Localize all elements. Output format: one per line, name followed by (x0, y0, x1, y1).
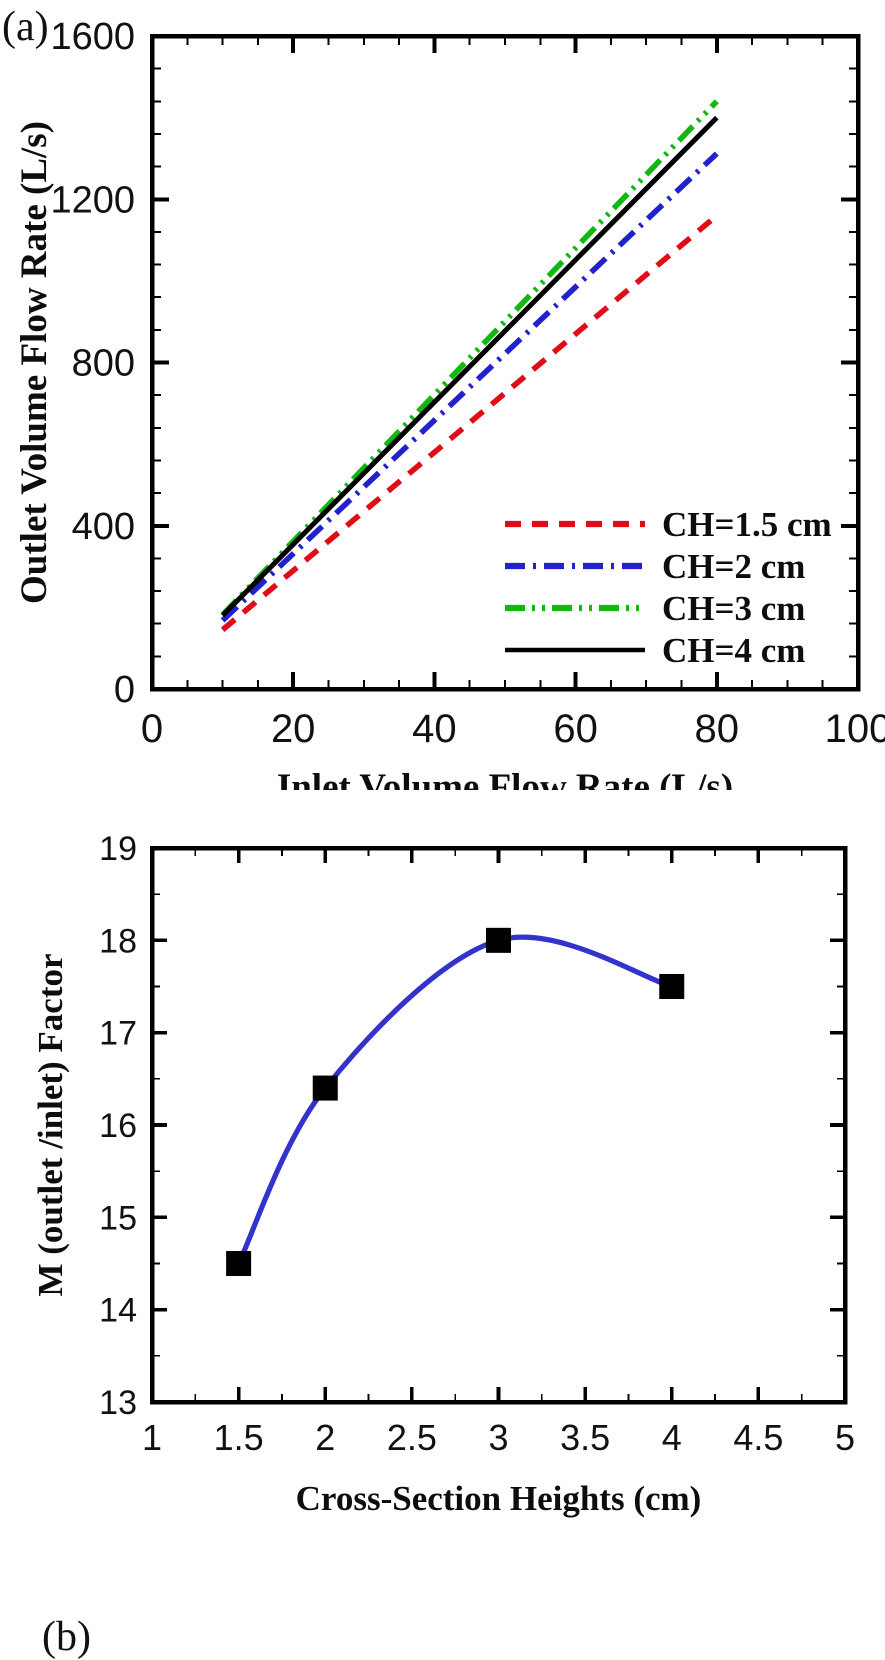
chart-b-axis-titles: Cross-Section Heights (cm) M (outlet /inl… (31, 953, 701, 1518)
legend-label: CH=2 cm (662, 547, 805, 586)
chart-a-series-line (220, 99, 719, 617)
legend-label: CH=3 cm (662, 589, 805, 628)
chart-a-ytick-label: 0 (114, 669, 135, 711)
chart-a-ticks (150, 34, 860, 691)
chart-a-xtick-label: 40 (412, 707, 457, 751)
chart-b-ytick-label: 15 (99, 1199, 137, 1237)
chart-b-xtick-label: 1 (142, 1417, 162, 1458)
chart-a-series-line (220, 115, 719, 618)
chart-b-yaxis-title: M (outlet /inlet) Factor (31, 953, 70, 1296)
chart-b-data-marker (659, 974, 685, 999)
chart-b-data-marker (226, 1251, 252, 1276)
chart-a-ytick-label: 400 (72, 506, 135, 548)
chart-a-ytick-label: 1200 (50, 179, 135, 221)
chart-b-ytick-label: 16 (99, 1107, 137, 1145)
chart-b-xtick-label: 4.5 (733, 1417, 783, 1458)
chart-b-xtick-label: 2.5 (387, 1417, 437, 1458)
chart-a-xtick-label: 100 (825, 707, 885, 751)
chart-b-data-marker (486, 927, 511, 953)
panel-a-tag: (a) (2, 4, 49, 50)
chart-b-xtick-label: 1.5 (214, 1417, 264, 1458)
chart-b-tick-labels: 1 1.5 2 2.5 3 3.5 4 4.5 5 13 14 15 16 17 18 19 (99, 830, 855, 1458)
chart-b-ytick-label: 18 (99, 922, 137, 960)
chart-b-data-marker (312, 1075, 338, 1101)
chart-a-xaxis-title: Inlet Volume Flow Rate (L/s) (277, 767, 733, 790)
chart-a-xtick-label: 0 (141, 707, 163, 751)
chart-b-ticks (150, 846, 847, 1404)
chart-a-series-line (220, 213, 719, 632)
chart-b-xtick-label: 5 (835, 1417, 855, 1458)
legend-label: CH=1.5 cm (662, 505, 832, 544)
chart-b-series (236, 934, 675, 1267)
chart-a-ytick-label: 800 (72, 343, 135, 385)
chart-a-tick-labels: 0 20 40 60 80 100 0 400 800 1200 1600 (50, 16, 885, 751)
chart-b-series-curve (236, 934, 675, 1267)
chart-b-ytick-label: 17 (99, 1015, 137, 1053)
chart-b-markers (226, 927, 685, 1276)
chart-a-axis-titles: Inlet Volume Flow Rate (L/s) Outlet Volum… (14, 121, 733, 790)
chart-b-xaxis-title: Cross-Section Heights (cm) (296, 1479, 702, 1518)
panel-a: (a) 0 20 40 60 80 100 0 400 800 1200 1600 CH=1.5 cm… (0, 0, 885, 790)
chart-b-ytick-label: 14 (99, 1292, 137, 1330)
chart-b-xtick-label: 4 (662, 1417, 682, 1458)
chart-a-ytick-label: 1600 (50, 16, 135, 58)
chart-b-xtick-label: 3 (488, 1417, 508, 1458)
chart-a-xtick-label: 80 (695, 707, 740, 751)
chart-b-xtick-label: 2 (315, 1417, 335, 1458)
chart-b-ytick-label: 13 (99, 1384, 137, 1422)
panel-b-tag: (b) (42, 1614, 91, 1660)
chart-a-canvas: 0 20 40 60 80 100 0 400 800 1200 1600 CH=1.5 cmCH=2… (14, 16, 885, 790)
chart-a-series-line (220, 151, 719, 623)
chart-b-ytick-label: 19 (99, 830, 137, 868)
chart-a-yaxis-title: Outlet Volume Flow Rate (L/s) (14, 121, 55, 604)
chart-a-xtick-label: 60 (553, 707, 598, 751)
panel-b: (b) 1 1.5 2 2.5 3 3.5 4 4.5 5 13 14 15 16 17 18 19 Cross… (0, 790, 885, 1658)
chart-b-canvas: 1 1.5 2 2.5 3 3.5 4 4.5 5 13 14 15 16 17 18 19 Cross-Sec… (31, 830, 855, 1518)
legend-label: CH=4 cm (662, 631, 805, 670)
chart-a-xtick-label: 20 (271, 707, 316, 751)
chart-a-series (220, 99, 719, 632)
chart-b-xtick-label: 3.5 (560, 1417, 610, 1458)
